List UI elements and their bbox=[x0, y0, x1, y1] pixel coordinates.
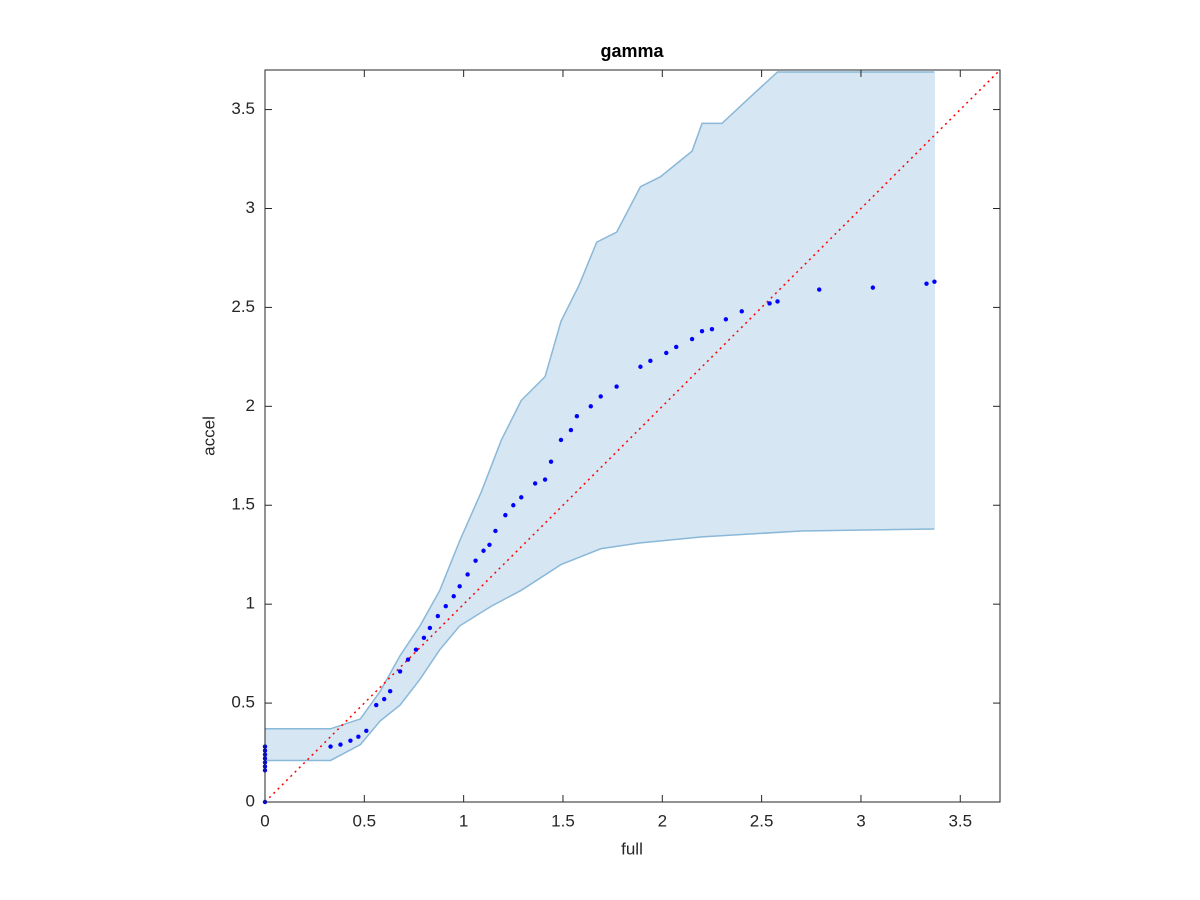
data-point bbox=[443, 603, 448, 609]
data-point bbox=[435, 613, 441, 619]
data-point bbox=[767, 301, 772, 306]
data-point bbox=[374, 702, 379, 708]
data-point bbox=[457, 584, 462, 589]
data-point bbox=[421, 635, 427, 640]
data-point bbox=[338, 742, 343, 747]
data-point bbox=[614, 384, 619, 389]
data-point bbox=[674, 344, 679, 350]
data-point bbox=[739, 309, 744, 314]
data-point bbox=[775, 299, 780, 304]
data-point bbox=[924, 281, 929, 286]
data-point bbox=[511, 503, 516, 508]
y-tick-label: 0.5 bbox=[231, 693, 255, 712]
data-point bbox=[348, 738, 353, 743]
data-point bbox=[709, 326, 715, 332]
data-point bbox=[328, 744, 333, 749]
data-point bbox=[870, 285, 876, 290]
data-point bbox=[356, 734, 361, 739]
data-point bbox=[588, 404, 593, 409]
data-point bbox=[481, 548, 486, 553]
x-tick-label: 0.5 bbox=[353, 811, 377, 830]
data-point bbox=[493, 528, 498, 534]
y-tick-label: 1 bbox=[246, 594, 255, 613]
data-point bbox=[451, 594, 456, 599]
y-tick-label: 2 bbox=[246, 396, 255, 415]
y-axis-label: accel bbox=[199, 416, 218, 456]
data-point bbox=[503, 512, 508, 518]
data-point bbox=[542, 477, 548, 482]
data-point bbox=[568, 427, 574, 433]
x-tick-label: 0 bbox=[260, 811, 269, 830]
data-point bbox=[532, 481, 538, 486]
data-point bbox=[558, 437, 564, 443]
y-tick-label: 0 bbox=[246, 791, 255, 810]
data-point bbox=[689, 336, 695, 342]
chart-title: gamma bbox=[600, 41, 664, 61]
data-point bbox=[548, 459, 554, 464]
data-point bbox=[487, 542, 492, 548]
x-tick-label: 2 bbox=[658, 811, 667, 830]
confidence-band bbox=[265, 71, 935, 761]
data-point bbox=[723, 317, 729, 322]
data-point bbox=[574, 414, 580, 419]
data-point bbox=[598, 394, 603, 399]
plot-frame bbox=[264, 69, 1001, 803]
data-point bbox=[387, 689, 393, 694]
data-point bbox=[699, 328, 705, 334]
x-tick-label: 3.5 bbox=[948, 811, 972, 830]
x-axis-label: full bbox=[621, 839, 643, 858]
data-point bbox=[519, 495, 524, 500]
data-point bbox=[364, 728, 369, 733]
x-tick-label: 1.5 bbox=[551, 811, 575, 830]
x-tick-label: 1 bbox=[459, 811, 468, 830]
data-point bbox=[381, 696, 387, 702]
data-point bbox=[427, 625, 433, 631]
y-tick-label: 2.5 bbox=[231, 297, 255, 316]
data-point bbox=[465, 572, 470, 577]
reference-line bbox=[264, 69, 1001, 803]
data-point bbox=[413, 647, 419, 652]
data-point bbox=[817, 287, 822, 292]
data-point bbox=[405, 657, 411, 662]
x-tick-label: 2.5 bbox=[750, 811, 774, 830]
band-edge bbox=[265, 528, 935, 762]
data-point bbox=[638, 364, 643, 369]
data-point bbox=[664, 350, 669, 356]
band-edge bbox=[265, 71, 935, 730]
data-point bbox=[397, 669, 403, 674]
x-tick-label: 3 bbox=[856, 811, 865, 830]
data-point bbox=[932, 279, 937, 284]
data-point bbox=[473, 558, 478, 563]
y-tick-label: 3 bbox=[246, 198, 255, 217]
y-tick-label: 1.5 bbox=[231, 495, 255, 514]
y-tick-label: 3.5 bbox=[231, 99, 255, 118]
data-point bbox=[648, 358, 653, 364]
